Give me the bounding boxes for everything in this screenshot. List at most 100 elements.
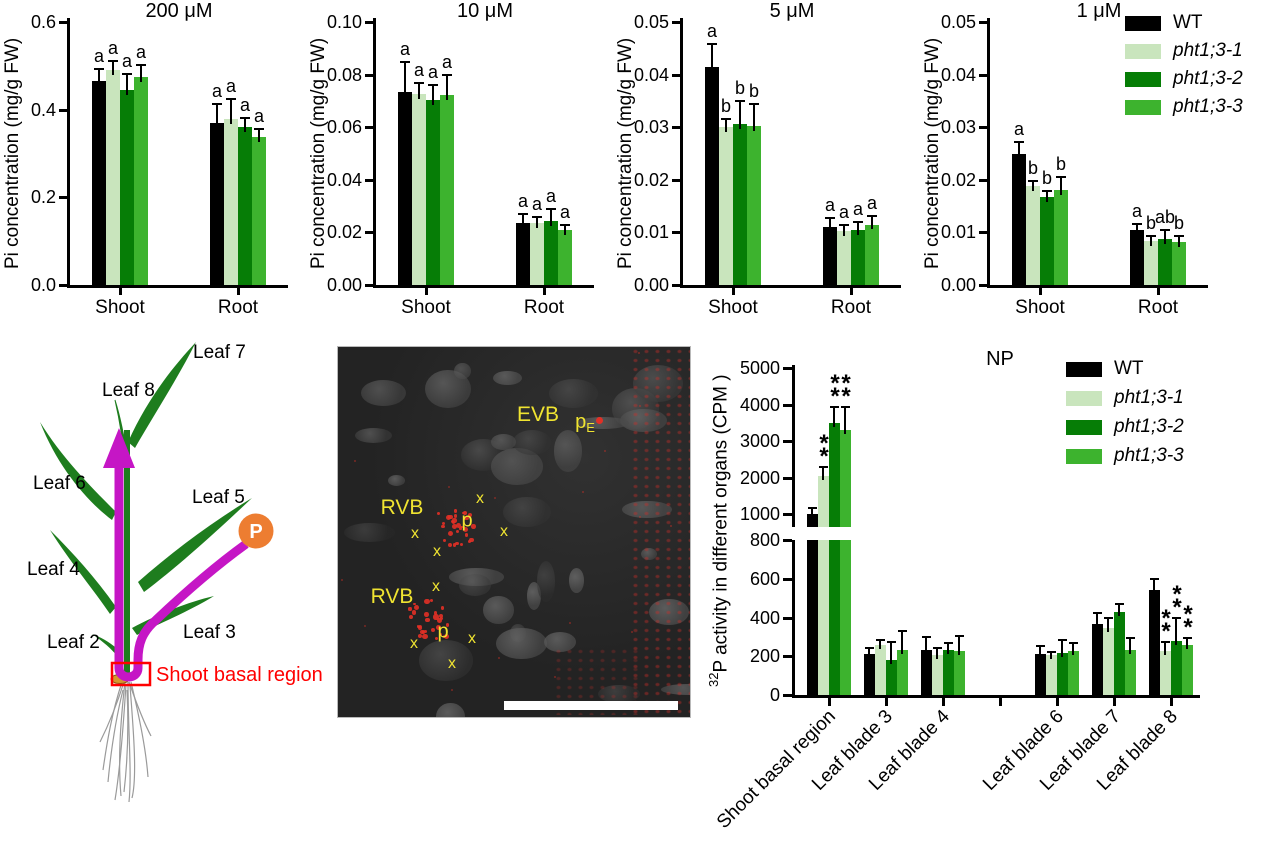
error-bar: [126, 74, 128, 95]
red-fluorescence-dot: [445, 514, 451, 521]
texture-blob: [483, 596, 514, 624]
error-bar: [868, 648, 870, 659]
phloem-mark: p: [461, 509, 473, 532]
x-tick: [732, 288, 735, 295]
chart-10uM: 10 μM Pi concentration (mg/g FW) 0.00 0.02 0…: [306, 0, 606, 330]
red-fluorescence-dot: [460, 525, 463, 529]
red-fluorescence-dot: [423, 612, 429, 617]
texture-blob: [491, 433, 517, 450]
letter-annotation: a: [545, 186, 556, 207]
bar: [1171, 640, 1182, 695]
bar: [818, 540, 829, 695]
red-fluorescence-dot: [439, 614, 444, 619]
red-fluorescence-dot: [669, 525, 672, 527]
bar-upper-segment: [829, 422, 840, 527]
bar: [1130, 229, 1144, 285]
xylem-mark: x: [433, 543, 441, 560]
red-fluorescence-dot: [433, 611, 437, 615]
bar: [865, 224, 879, 285]
phloem-mark: p: [437, 620, 449, 643]
y-axis-spine: [987, 18, 990, 288]
y-tick-label: 400: [749, 607, 780, 628]
significance-stars: * *: [815, 432, 833, 469]
y-tick-label: 0.2: [30, 187, 56, 208]
letter-annotation: b: [1055, 154, 1066, 175]
error-bar: [1178, 237, 1180, 248]
y-tick-label: 0.01: [633, 222, 669, 243]
red-fluorescence-dot: [420, 629, 424, 634]
x-axis-spine: [680, 285, 901, 288]
x-tick: [850, 288, 853, 295]
error-bar: [739, 102, 741, 129]
red-fluorescence-dot: [452, 543, 457, 548]
red-fluorescence-dot: [452, 524, 457, 529]
letter-annotation: a: [1131, 200, 1142, 221]
error-bar-cap: [1172, 617, 1181, 620]
texture-blob: [387, 475, 406, 486]
error-bar-cap: [560, 223, 570, 226]
y-tick: [979, 73, 987, 77]
x-tick: [1157, 288, 1160, 295]
leaf6-label: Leaf 6: [33, 473, 86, 494]
texture-blob: [553, 430, 583, 472]
error-bar: [432, 86, 434, 105]
y-tick: [783, 539, 792, 542]
leaf2-label: Leaf 2: [47, 632, 100, 653]
red-fluorescence-dot: [408, 615, 413, 620]
legend-label: pht1;3-1: [1173, 40, 1243, 61]
error-bar-cap: [839, 223, 849, 226]
red-fluorescence-dot: [433, 614, 439, 620]
leaf3-label: Leaf 3: [183, 622, 236, 643]
leaf-blade-5: [138, 498, 252, 592]
y-tick-label: 0: [769, 685, 780, 705]
bar: [92, 81, 106, 285]
letter-annotation: ab: [1154, 206, 1176, 227]
error-bar-cap: [721, 118, 731, 121]
bar: [1035, 654, 1046, 695]
bar: [120, 89, 134, 285]
y-axis-spine: [680, 18, 683, 288]
y-tick: [365, 284, 373, 287]
letter-annotation: a: [225, 75, 236, 96]
red-fluorescence-dot: [354, 459, 357, 462]
error-bar-cap: [532, 215, 542, 218]
bar: [864, 654, 875, 695]
error-bar-cap: [749, 103, 759, 106]
letter-annotation: a: [852, 199, 863, 220]
legend-row: pht1;3-2: [1125, 68, 1269, 94]
vascular-bundle-label: RVB: [380, 496, 424, 519]
y-tick: [672, 126, 680, 130]
bar: [1068, 651, 1079, 695]
letter-annotation: a: [706, 20, 717, 41]
x-category-label: Root: [830, 297, 872, 318]
error-bar-cap: [1104, 617, 1113, 620]
x-axis-spine: [792, 695, 1200, 698]
bar: [134, 76, 148, 285]
texture-blob: [454, 362, 471, 380]
error-bar: [1164, 230, 1166, 244]
y-tick: [979, 284, 987, 287]
error-bar: [112, 62, 114, 76]
bar: [829, 540, 840, 695]
error-bar: [522, 215, 524, 229]
red-fluorescence-dot: [568, 622, 571, 625]
y-tick-label: 600: [749, 568, 780, 589]
error-bar-cap: [735, 100, 745, 103]
y-tick-label: 0.0: [30, 275, 56, 295]
red-fluorescence-dot: [469, 537, 474, 543]
error-bar-cap: [1028, 179, 1038, 182]
red-fluorescence-dot: [430, 598, 434, 602]
red-fluorescence-dot: [471, 524, 476, 529]
y-tick: [783, 513, 792, 516]
error-bar: [879, 640, 881, 649]
bar: [1026, 186, 1040, 285]
letter-annotation: b: [734, 78, 745, 99]
red-fluorescence-dot: [341, 579, 344, 582]
legend-label: pht1;3-3: [1173, 96, 1243, 117]
red-fluorescence-dot: [467, 513, 472, 518]
red-fluorescence-dot: [498, 656, 501, 659]
letter-annotation: a: [531, 193, 542, 214]
red-fluorescence-dot: [364, 625, 367, 628]
x-tick: [1056, 698, 1059, 706]
